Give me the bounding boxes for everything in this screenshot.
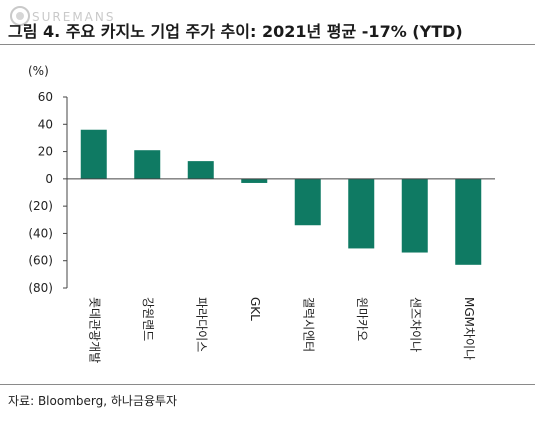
y-ticks: 60 40 20 0 (20) (40) (60) (80)	[28, 90, 67, 295]
chart-area: (%) 60 40 20 0 (20) (40) (60) (80) 롯데관광개발 강원랜드 파라…	[0, 44, 535, 384]
bar	[294, 178, 321, 226]
x-tick-label: GKL	[248, 297, 262, 321]
y-tick-label: 20	[38, 145, 53, 159]
y-axis-label: (%)	[28, 64, 49, 78]
x-tick-label: 롯데관광개발	[87, 297, 101, 363]
x-tick-label: 강원랜드	[141, 297, 155, 341]
bar	[80, 129, 107, 179]
bar	[348, 178, 375, 249]
watermark-text: SUREMANS	[32, 10, 115, 24]
source-note: 자료: Bloomberg, 하나금융투자	[8, 394, 178, 408]
x-labels: 롯데관광개발 강원랜드 파라다이스 GKL 갤럭시엔터 윈마카오 샌즈차이나 MGM차이나	[87, 297, 476, 363]
y-tick-label: (60)	[28, 254, 53, 268]
y-tick-label: 60	[38, 90, 53, 104]
x-tick-label: 파라다이스	[194, 297, 208, 352]
chart-title: 그림 4. 주요 카지노 기업 주가 추이: 2021년 평균 -17% (YT…	[8, 22, 463, 41]
y-tick-label: 40	[38, 117, 53, 131]
y-tick-label: (40)	[28, 226, 53, 240]
y-tick-label: (20)	[28, 199, 53, 213]
x-tick-label: 샌즈차이나	[408, 297, 422, 352]
bar	[401, 178, 428, 253]
y-tick-label: (80)	[28, 281, 53, 295]
x-tick-label: 윈마카오	[355, 297, 369, 341]
bar-chart: (%) 60 40 20 0 (20) (40) (60) (80) 롯데관광개발 강원랜드 파라…	[28, 64, 495, 363]
bar	[241, 178, 268, 183]
bar	[455, 178, 482, 265]
bars	[80, 129, 482, 265]
x-tick-label: MGM차이나	[462, 297, 476, 360]
x-tick-label: 갤럭시엔터	[301, 297, 315, 352]
watermark-logo: SUREMANS	[10, 6, 115, 26]
bar	[134, 150, 161, 179]
bar	[187, 161, 214, 179]
bottom-divider	[0, 384, 535, 385]
top-divider	[0, 44, 535, 45]
y-tick-label: 0	[45, 172, 53, 186]
